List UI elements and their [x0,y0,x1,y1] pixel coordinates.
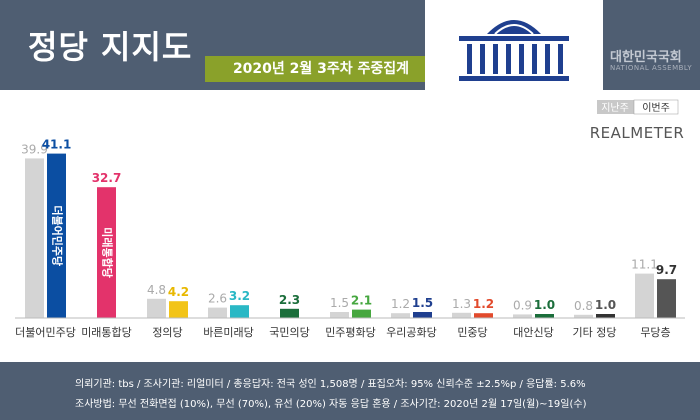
value-label-prev: 1.5 [330,296,349,310]
value-label-prev: 39.9 [21,142,48,156]
value-label-prev: 4.8 [147,283,166,297]
bar-prev [25,158,44,318]
category-label: 바른미래당 [203,326,254,339]
value-label-curr: 1.0 [534,298,555,312]
value-label-curr: 1.0 [595,298,616,312]
bar-curr [352,309,371,318]
legend-curr-label: 이번주 [642,102,670,114]
bar-curr [280,308,299,318]
bar-curr [474,313,493,318]
footer-bar: 의뢰기관: tbs / 조사기관: 리얼미터 / 총응답자: 전국 성인 1,5… [0,362,700,420]
value-label-prev: 0.9 [513,298,532,312]
category-label: 기타 정당 [573,326,617,339]
value-label-prev: 11.1 [631,258,658,272]
page-title: 정당 지지도 [28,28,193,66]
bar-inner-logo-text: 더불어민주당 [51,205,65,266]
legend-curr-swatch [633,99,679,115]
value-label-curr: 32.7 [92,171,122,185]
category-label: 우리공화당 [386,326,437,339]
bar-prev [391,313,410,318]
survey-info-line-2: 조사방법: 무선 전화면접 (10%), 무선 (70%), 유선 (20%) … [75,399,587,410]
header-bar: 정당 지지도 2020년 2월 3주차 주중집계 대한민국국회 NATIONAL… [0,0,700,90]
brand-logo-text: REALMETER [590,124,685,142]
value-label-prev: 1.3 [452,297,471,311]
bar-prev [635,273,654,318]
bar-curr [47,153,66,318]
bar-curr [596,314,615,318]
value-label-curr: 1.5 [412,296,433,310]
bar-curr [230,305,249,318]
party-support-chart: 지난주 이번주 REALMETER 39.941.1더불어민주당더불어민주당32… [15,99,685,339]
value-label-curr: 2.3 [279,293,300,307]
category-label: 정의당 [152,326,182,339]
survey-info-line-1: 의뢰기관: tbs / 조사기관: 리얼미터 / 총응답자: 전국 성인 1,5… [75,379,586,390]
bar-curr [657,279,676,318]
bar-prev [452,312,471,318]
bar-prev [574,314,593,318]
category-label: 민중당 [457,326,487,339]
bar-prev [330,312,349,318]
value-label-curr: 4.2 [168,285,189,299]
bar-curr [169,301,188,318]
value-label-curr: 1.2 [473,297,494,311]
category-label: 미래통합당 [81,326,132,339]
legend-prev-label: 지난주 [601,102,629,114]
legend-prev-swatch [597,100,634,114]
value-label-prev: 0.8 [574,299,593,313]
assembly-name-en: NATIONAL ASSEMBLY [610,64,693,72]
bar-inner-logo-text: 미래통합당 [101,227,115,278]
assembly-logo [425,0,603,90]
value-label-curr: 41.1 [42,138,72,152]
category-label: 국민의당 [269,326,309,339]
bar-curr [413,312,432,318]
bar-prev [513,314,532,318]
category-label: 더불어민주당 [15,326,76,339]
assembly-name-ko: 대한민국국회 [610,50,682,65]
value-label-prev: 2.6 [208,292,227,306]
chart-area: 지난주 이번주 REALMETER 39.9 41.1 더불어민주당 더불어민주당 32… [0,90,700,360]
period-badge: 2020년 2월 3주차 주중집계 [205,56,437,82]
chart-legend: 지난주 이번주 REALMETER [590,99,685,142]
bar-prev [208,307,227,318]
assembly-building-icon [459,20,569,81]
bar-curr [97,187,116,318]
value-label-curr: 2.1 [351,294,372,308]
value-label-curr: 9.7 [656,263,677,277]
bar-curr [535,314,554,318]
value-label-prev: 1.2 [391,297,410,311]
category-label: 대안신당 [513,326,553,339]
value-label-curr: 3.2 [229,289,250,303]
bar-prev [147,298,166,318]
category-label: 무당층 [640,326,670,339]
category-label: 민주평화당 [325,326,376,339]
